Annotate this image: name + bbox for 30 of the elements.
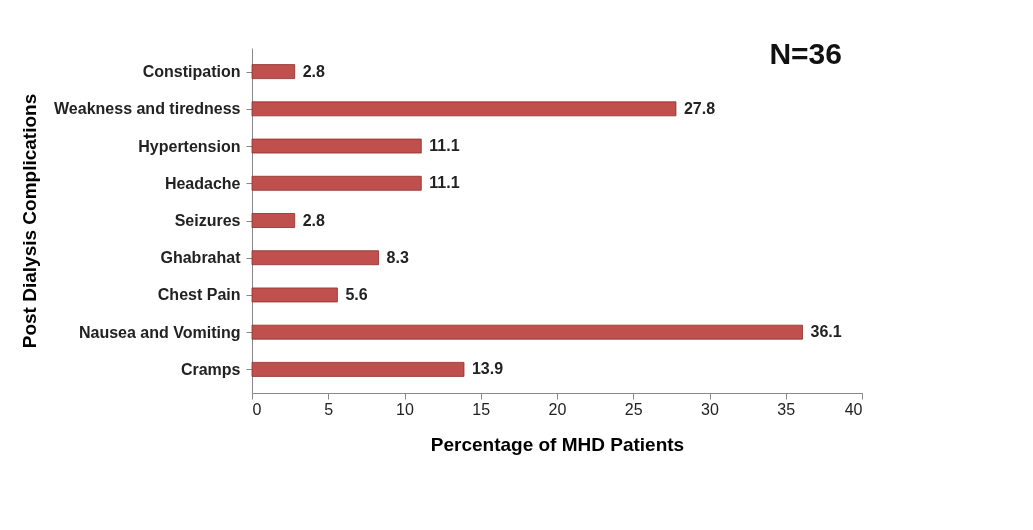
y-tick-label: Constipation xyxy=(142,63,241,81)
data-label: 5.6 xyxy=(345,285,368,303)
data-label: 2.8 xyxy=(302,211,326,229)
y-tick-label: Headache xyxy=(164,174,241,192)
x-tick-label: 25 xyxy=(624,400,643,418)
data-label: 11.1 xyxy=(429,174,460,192)
data-label: 8.3 xyxy=(386,248,409,266)
x-tick-label: 10 xyxy=(396,400,414,418)
x-tick-label: 35 xyxy=(777,400,796,418)
data-label: 36.1 xyxy=(810,323,842,341)
y-axis-title: Post Dialysis Complications xyxy=(19,93,41,349)
x-tick-label: 15 xyxy=(472,400,491,418)
y-tick-label: Weakness and tiredness xyxy=(54,100,241,118)
y-tick-label: Seizures xyxy=(174,212,241,229)
y-tick-label: Chest Pain xyxy=(157,286,241,304)
x-tick-label: 30 xyxy=(701,400,719,418)
x-tick-label: 0 xyxy=(252,400,262,418)
data-label: 27.8 xyxy=(683,99,716,117)
x-tick-label: 20 xyxy=(548,400,567,418)
data-label: 2.8 xyxy=(302,62,326,80)
y-tick-label: Hypertension xyxy=(138,137,241,155)
x-tick-label: 40 xyxy=(844,400,863,418)
annotation: N=36 xyxy=(769,37,842,70)
x-axis-title: Percentage of MHD Patients xyxy=(430,433,685,455)
data-label: 11.1 xyxy=(429,137,460,155)
data-label: 13.9 xyxy=(471,360,504,378)
y-tick-label: Nausea and Vomiting xyxy=(78,323,241,341)
y-tick-label: Cramps xyxy=(180,360,241,378)
x-tick-label: 5 xyxy=(324,400,334,418)
y-tick-label: Ghabrahat xyxy=(160,249,242,267)
